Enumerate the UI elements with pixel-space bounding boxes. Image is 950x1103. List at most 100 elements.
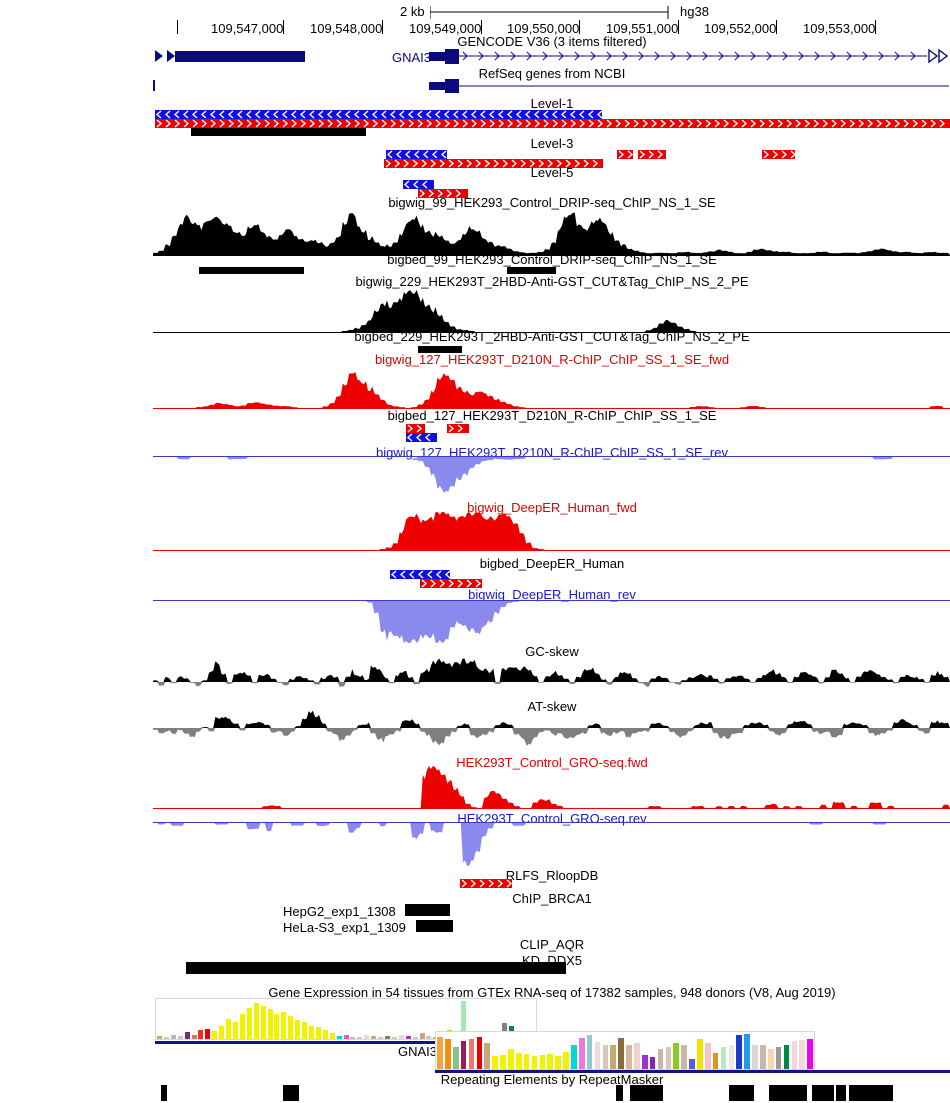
strand-feature-forward[interactable] [155,119,950,128]
gtex-tissue-bar[interactable] [177,1035,183,1039]
strand-feature-forward[interactable] [418,189,468,198]
gtex-tissue-bar[interactable] [728,1045,735,1069]
strand-feature-forward[interactable] [617,150,633,159]
gtex-tissue-bar[interactable] [775,1047,782,1069]
gencode-transcript-gnai3[interactable] [429,48,950,66]
gtex-tissue-bar[interactable] [586,1035,593,1069]
gtex-tissue-bar[interactable] [239,1014,245,1039]
gtex-tissue-bar[interactable] [302,1022,308,1039]
refseq-transcript-gnai3[interactable] [429,79,950,95]
gtex-tissue-bar[interactable] [484,1043,491,1069]
gtex-tissue-bar[interactable] [445,1039,451,1069]
gtex-tissue-bar[interactable] [329,1033,335,1039]
gtex-tissue-bar[interactable] [391,1036,397,1039]
bigbed-feature[interactable] [161,1085,167,1101]
gtex-tissue-bar[interactable] [281,1012,287,1039]
brca1-bar-hepg2[interactable] [405,904,450,916]
gtex-tissue-bar[interactable] [602,1045,609,1069]
gtex-tissue-bar[interactable] [697,1039,703,1069]
gtex-tissue-bar[interactable] [405,1035,411,1039]
gtex-tissue-bar[interactable] [371,1035,377,1039]
gtex-tissue-bar[interactable] [157,1035,162,1039]
bigbed-feature[interactable] [418,346,462,353]
brca1-row-hepg2[interactable]: HepG2_exp1_1308 [0,904,950,918]
bigbed-feature[interactable] [283,1085,299,1101]
strand-feature-forward[interactable] [384,159,603,168]
bigbed-feature[interactable] [769,1085,807,1101]
strand-feature-reverse[interactable] [155,110,602,119]
strand-feature-reverse[interactable] [386,150,447,159]
gtex-tissue-bar[interactable] [219,1025,225,1039]
level5-track[interactable] [0,179,950,201]
gtex-tissue-bar[interactable] [412,1036,418,1039]
gtex-tissue-bar[interactable] [460,1041,467,1069]
gtex-tissue-bar[interactable] [712,1053,719,1069]
gtex-expression-panel-bottom[interactable] [435,1031,815,1070]
gtex-tissue-bar[interactable] [191,1034,197,1039]
gtex-tissue-bar[interactable] [594,1042,601,1069]
gtex-tissue-bar[interactable] [791,1041,798,1069]
brca1-row-hela[interactable]: HeLa-S3_exp1_1309 [0,920,950,934]
gencode-gene-label[interactable]: GNAI3 [392,50,432,65]
gtex-tissue-bar[interactable] [689,1059,695,1069]
gtex-tissue-bar[interactable] [461,1001,466,1039]
strand-feature-forward[interactable] [420,579,482,588]
gtex-tissue-bar[interactable] [681,1045,687,1069]
gtex-tissue-bar[interactable] [357,1036,363,1039]
gtex-tissue-bar[interactable] [634,1043,640,1069]
gtex-tissue-bar[interactable] [555,1056,561,1069]
gtex-tissue-bar[interactable] [184,1032,190,1039]
gtex-tissue-bar[interactable] [163,1036,169,1039]
level1-track[interactable] [0,109,950,139]
strand-feature-forward[interactable] [638,150,666,159]
gtex-tissue-bar[interactable] [492,1056,498,1069]
gtex-tissue-bar[interactable] [523,1054,530,1069]
gtex-tissue-bar[interactable] [260,1005,266,1039]
gtex-tissue-bar[interactable] [807,1039,813,1069]
gtex-tissue-bar[interactable] [274,1014,280,1039]
gtex-tissue-bar[interactable] [253,1003,259,1039]
gtex-tissue-bar[interactable] [736,1035,743,1069]
gtex-tissue-bar[interactable] [437,1037,443,1069]
gtex-tissue-bar[interactable] [508,1049,514,1069]
level3-track[interactable] [0,149,950,171]
gtex-tissue-bar[interactable] [673,1043,680,1069]
gtex-tissue-bar[interactable] [233,1022,238,1039]
gtex-tissue-bar[interactable] [288,1015,294,1039]
gtex-tissue-bar[interactable] [539,1055,546,1069]
gtex-tissue-bar[interactable] [626,1045,632,1069]
gtex-tissue-bar[interactable] [350,1036,356,1039]
gtex-tissue-bar[interactable] [419,1033,425,1039]
gtex-tissue-bar[interactable] [322,1030,328,1039]
strand-feature-reverse[interactable] [406,433,437,442]
gtex-tissue-bar[interactable] [246,1007,252,1039]
bigbed-feature[interactable] [507,267,556,274]
gtex-tissue-bar[interactable] [563,1052,569,1069]
strand-feature-forward[interactable] [762,150,795,159]
gtex-tissue-bar[interactable] [720,1047,727,1069]
gtex-tissue-bar[interactable] [783,1045,790,1069]
gtex-tissue-bar[interactable] [547,1054,554,1069]
gtex-tissue-bar[interactable] [468,1039,475,1069]
gtex-tissue-bar[interactable] [226,1018,232,1039]
bigbed-feature[interactable] [729,1085,754,1101]
gtex-tissue-bar[interactable] [398,1034,404,1039]
brca1-bar-hela[interactable] [416,920,453,932]
gtex-tissue-bar[interactable] [704,1043,711,1069]
bigbed-feature[interactable] [836,1085,846,1101]
gtex-tissue-bar[interactable] [752,1045,758,1069]
strand-feature-forward[interactable] [406,424,425,433]
gtex-tissue-bar[interactable] [198,1030,204,1039]
gtex-tissue-bar[interactable] [336,1035,342,1039]
bigbed-feature[interactable] [199,267,304,274]
gtex-tissue-bar[interactable] [799,1040,806,1069]
gtex-tissue-bar[interactable] [641,1055,648,1069]
gtex-tissue-bar[interactable] [767,1049,774,1069]
gtex-tissue-bar[interactable] [665,1047,672,1069]
bigbed-feature[interactable] [616,1085,623,1101]
bigbed-feature[interactable] [812,1085,834,1101]
gtex-tissue-bar[interactable] [531,1056,538,1069]
gtex-tissue-bar[interactable] [170,1034,176,1039]
gtex-tissue-bar[interactable] [343,1034,349,1039]
gtex-tissue-bar[interactable] [578,1038,585,1069]
